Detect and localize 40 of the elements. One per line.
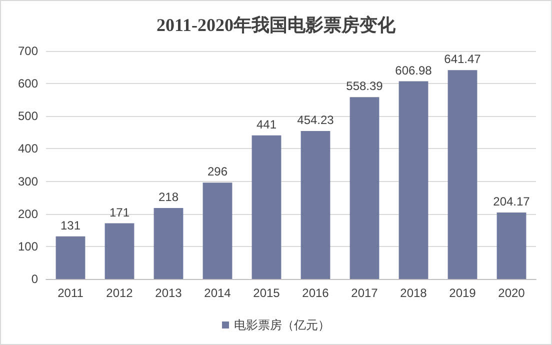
y-tick-label: 0 xyxy=(31,272,38,286)
x-tick-label: 2017 xyxy=(351,286,378,300)
bar xyxy=(300,131,330,279)
y-tick-label: 600 xyxy=(18,76,38,91)
x-tick-label: 2018 xyxy=(400,286,428,300)
data-label: 558.39 xyxy=(346,79,384,94)
x-tick-label: 2020 xyxy=(498,286,526,300)
bar xyxy=(154,208,184,279)
x-tick-label: 2012 xyxy=(106,286,134,300)
x-tick-label: 2015 xyxy=(253,286,280,300)
bar xyxy=(56,236,86,279)
legend-label: 电影票房（亿元） xyxy=(234,318,330,332)
data-label: 641.47 xyxy=(444,52,482,66)
y-tick-label: 100 xyxy=(18,239,38,254)
bar xyxy=(202,182,232,279)
bar xyxy=(104,223,134,279)
data-label: 441 xyxy=(256,117,277,132)
y-tick-label: 400 xyxy=(18,142,38,156)
bar xyxy=(496,212,526,279)
bar xyxy=(398,81,428,279)
x-tick-label: 2011 xyxy=(58,286,84,300)
data-label: 204.17 xyxy=(493,194,530,208)
chart-title: 2011-2020年我国电影票房变化 xyxy=(156,15,396,35)
data-label: 454.23 xyxy=(297,113,334,128)
x-tick-label: 2013 xyxy=(155,286,182,300)
y-tick-label: 700 xyxy=(18,44,38,58)
x-tick-label: 2019 xyxy=(449,286,476,300)
data-label: 218 xyxy=(158,190,179,204)
data-label: 296 xyxy=(207,164,228,179)
data-label: 606.98 xyxy=(395,63,432,78)
data-label: 131 xyxy=(60,218,81,232)
x-tick-label: 2014 xyxy=(204,286,232,300)
y-tick-label: 200 xyxy=(18,206,38,221)
bar xyxy=(350,97,380,279)
data-label: 171 xyxy=(109,205,130,220)
bar xyxy=(448,70,478,279)
y-tick-label: 300 xyxy=(18,174,38,188)
x-tick-label: 2016 xyxy=(302,286,330,300)
y-tick-label: 500 xyxy=(18,109,38,124)
bar xyxy=(252,135,282,279)
